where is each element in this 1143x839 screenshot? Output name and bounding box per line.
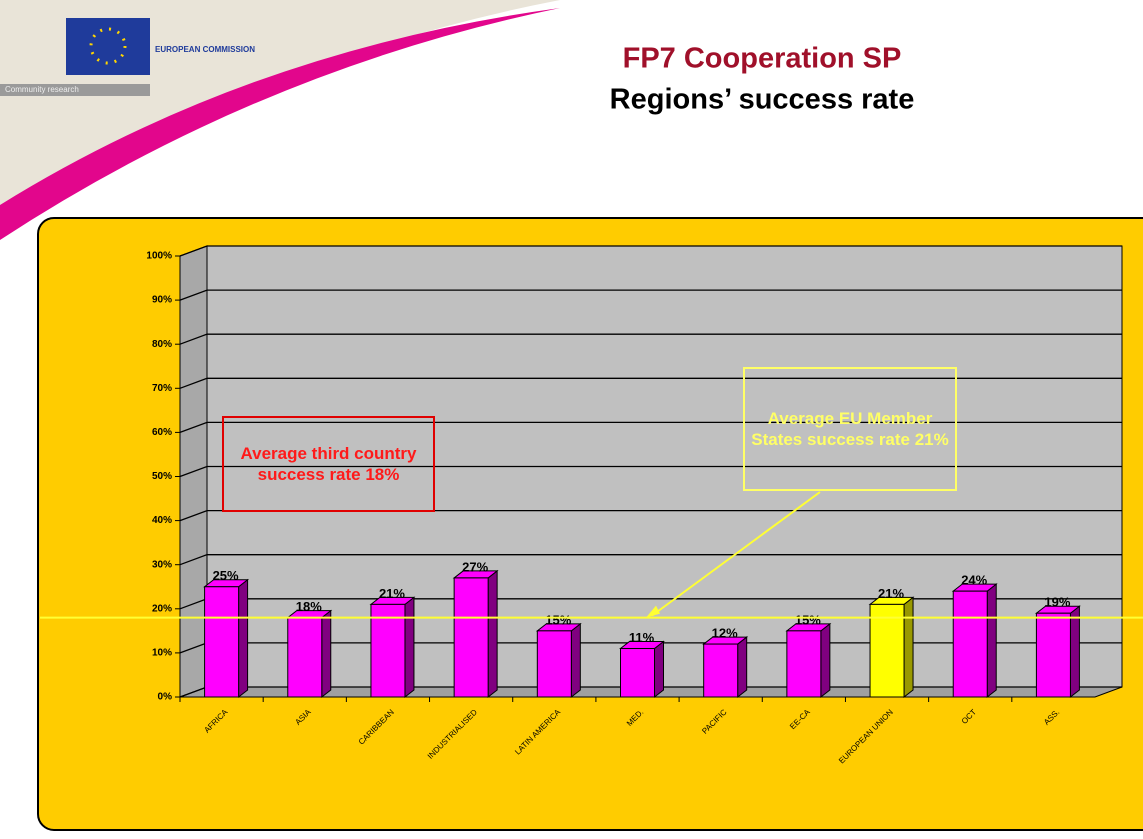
logo-strip: [0, 84, 150, 96]
grid-line: [179, 554, 1122, 566]
annotation-arrow: [651, 491, 821, 617]
y-tick-label: 20%: [152, 603, 172, 614]
arrow-head: [646, 605, 660, 618]
bar-side: [903, 596, 914, 699]
bar-side: [986, 583, 997, 699]
bar: [869, 603, 905, 698]
bar-side: [654, 640, 664, 699]
y-tick-label: 0%: [158, 692, 173, 703]
bar: [703, 643, 739, 698]
value-label: 11%: [629, 630, 655, 645]
bar: [370, 603, 406, 698]
value-label: 24%: [961, 573, 987, 588]
bar-side: [238, 578, 249, 699]
bar: [786, 630, 822, 698]
value-label: 12%: [712, 626, 738, 641]
eu-flag: [66, 18, 150, 75]
logo-text: EUROPEAN COMMISSION: [155, 45, 255, 54]
value-label: 19%: [1044, 595, 1070, 610]
y-tick-label: 50%: [152, 471, 172, 482]
bar-side: [820, 622, 831, 699]
y-tick-label: 30%: [152, 559, 172, 570]
y-tick-label: 80%: [152, 339, 172, 350]
value-label: 27%: [462, 559, 488, 574]
value-label: 18%: [296, 599, 322, 614]
chart-title: FP7 Cooperation SP: [623, 43, 902, 75]
bar-side: [570, 622, 581, 699]
bar: [453, 577, 489, 698]
value-label: 21%: [379, 586, 405, 601]
bar: [287, 617, 323, 698]
grid-line: [179, 333, 1122, 345]
y-tick-label: 70%: [152, 383, 172, 394]
logo-subtext: Community research: [5, 85, 79, 94]
grid-line: [179, 421, 1122, 434]
grid-line: [179, 377, 1122, 389]
annotation-eu: Average EU Member States success rate 21…: [743, 367, 957, 491]
bar-side: [321, 609, 332, 699]
y-tick-label: 100%: [146, 251, 172, 262]
value-label: 25%: [213, 568, 239, 583]
bar: [536, 630, 572, 698]
grid-line: [179, 289, 1122, 301]
chart-subtitle: Regions’ success rate: [610, 84, 915, 116]
y-tick-label: 90%: [152, 295, 172, 306]
value-label: 21%: [878, 586, 904, 601]
bar: [952, 590, 988, 698]
bar-side: [487, 569, 498, 699]
bar-side: [737, 636, 748, 699]
value-label: 15%: [545, 612, 571, 627]
bar: [1035, 612, 1071, 698]
eu-stars: [89, 27, 127, 65]
value-label: 15%: [795, 612, 821, 627]
y-tick-label: 60%: [152, 427, 172, 438]
y-tick-label: 10%: [152, 648, 172, 659]
bar: [620, 647, 655, 698]
bar-side: [404, 596, 415, 699]
bar-side: [1069, 605, 1080, 699]
grid-line: [179, 509, 1122, 522]
annotation-third-country: Average third country success rate 18%: [222, 416, 435, 512]
grid-line: [179, 465, 1122, 478]
bar: [204, 586, 240, 698]
y-tick-label: 40%: [152, 515, 172, 526]
grid-line: [179, 245, 1122, 257]
